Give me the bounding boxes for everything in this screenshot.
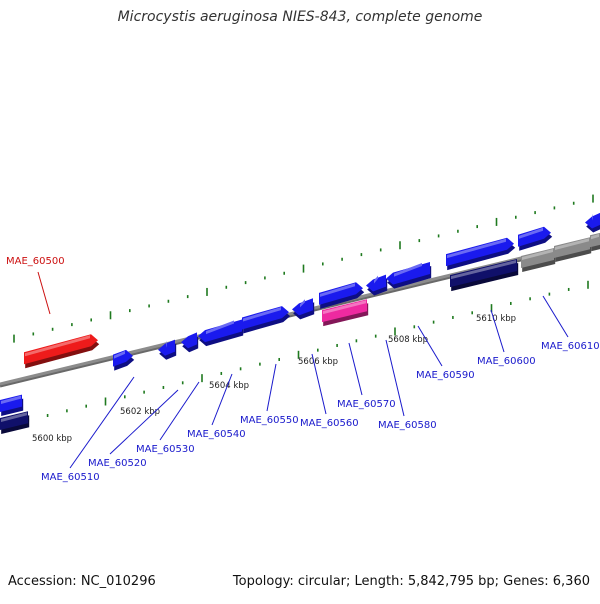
scale-label: 5608 kbp — [388, 335, 428, 345]
gene-highlight — [323, 300, 366, 315]
gene-label-leader — [266, 363, 277, 412]
gene-label[interactable]: MAE_60510 — [41, 472, 100, 483]
gene-body — [518, 226, 551, 247]
gene-arrow — [319, 282, 365, 309]
gene-label[interactable]: MAE_60600 — [477, 356, 536, 367]
gene-label-leader — [417, 325, 443, 367]
gene-highlight — [1, 395, 21, 404]
gene-label-leader — [69, 376, 135, 469]
gene-arrow — [242, 306, 291, 334]
gene-label-leader — [37, 271, 51, 315]
gene-highlight — [243, 307, 281, 322]
gene-label-leader — [311, 353, 327, 415]
gene-block-gray — [590, 232, 600, 252]
gene-label[interactable]: MAE_60550 — [240, 415, 299, 426]
gene-body — [242, 306, 289, 330]
gene-arrow — [366, 274, 388, 296]
gene-arrow-red — [24, 334, 100, 369]
map-title: Microcystis aeruginosa NIES-843, complet… — [117, 9, 483, 25]
gene-block-dark — [450, 258, 519, 292]
gene-highlight — [320, 283, 355, 297]
gene-label[interactable]: MAE_60520 — [88, 458, 147, 469]
gene-highlight — [555, 238, 589, 251]
gene-label[interactable]: MAE_60580 — [378, 420, 437, 431]
gene-label-leader — [490, 309, 505, 353]
gene-label-leader — [385, 339, 405, 417]
topology-summary: Topology: circular; Length: 5,842,795 bp… — [232, 574, 590, 589]
gene-highlight — [25, 335, 90, 357]
gene-body — [158, 339, 175, 356]
gene-highlight — [1, 412, 27, 422]
gene-arrow — [292, 298, 315, 320]
gene-arrow — [198, 319, 244, 347]
gene-body — [198, 319, 242, 343]
gene-block-left-dark — [0, 411, 30, 434]
gene-track — [0, 212, 600, 434]
gene-highlight — [591, 233, 599, 240]
scale-label: 5600 kbp — [32, 434, 72, 444]
scale-label: 5610 kbp — [476, 314, 516, 324]
gene-highlight — [206, 320, 234, 335]
gene-label-leader — [109, 389, 179, 455]
gene-arrow — [181, 332, 199, 353]
gene-highlight — [519, 227, 543, 239]
gene-highlight — [166, 340, 167, 348]
gene-label[interactable]: MAE_60540 — [187, 429, 246, 440]
gene-body — [292, 298, 313, 316]
gene-block-gray — [554, 237, 592, 263]
outer-tick-track — [13, 194, 594, 343]
gene-body — [181, 332, 197, 349]
gene-label[interactable]: MAE_60560 — [300, 418, 359, 429]
gene-label[interactable]: MAE_60500 — [6, 256, 65, 267]
gene-arrow — [585, 212, 600, 233]
gene-block-pink — [322, 299, 369, 327]
gene-highlight — [592, 213, 593, 221]
gene-label[interactable]: MAE_60610 — [541, 341, 600, 352]
gene-highlight — [394, 263, 422, 277]
gene-body — [24, 334, 98, 365]
gene-highlight — [451, 259, 516, 280]
scale-label: 5606 kbp — [298, 357, 338, 367]
gene-labels: MAE_60500 MAE_60510 MAE_60520 MAE_60530 MAE_… — [6, 256, 600, 483]
gene-body — [386, 262, 430, 285]
scale-label: 5604 kbp — [209, 381, 249, 391]
gene-body — [446, 237, 514, 267]
gene-label[interactable]: MAE_60590 — [416, 370, 475, 381]
gene-label-leader — [159, 381, 200, 441]
gene-arrow — [158, 339, 177, 360]
gene-arrow — [446, 237, 516, 271]
gene-label-leader — [542, 295, 569, 338]
gene-label[interactable]: MAE_60530 — [136, 444, 195, 455]
gene-highlight — [300, 299, 305, 308]
gene-label-leader — [211, 373, 233, 426]
gene-block-gray — [521, 248, 556, 272]
gene-highlight — [374, 275, 378, 284]
gene-body — [366, 274, 386, 292]
gene-label-leader — [348, 342, 363, 396]
gene-body — [319, 282, 363, 305]
gene-highlight — [114, 350, 125, 359]
gene-label[interactable]: MAE_60570 — [337, 399, 396, 410]
gene-body — [585, 212, 600, 229]
gene-arrow — [386, 262, 432, 289]
gene-highlight — [522, 249, 553, 260]
gene-arrow — [113, 349, 135, 371]
gene-arrow — [518, 226, 553, 251]
gene-highlight — [447, 238, 506, 259]
gene-block-left — [0, 394, 24, 416]
scale-label: 5602 kbp — [120, 407, 160, 417]
scale-labels: 5600 kbp 5602 kbp 5604 kbp 5606 kbp 5608 kbp… — [32, 314, 516, 444]
inner-tick-track — [8, 280, 589, 429]
accession-text: Accession: NC_010296 — [8, 574, 156, 589]
